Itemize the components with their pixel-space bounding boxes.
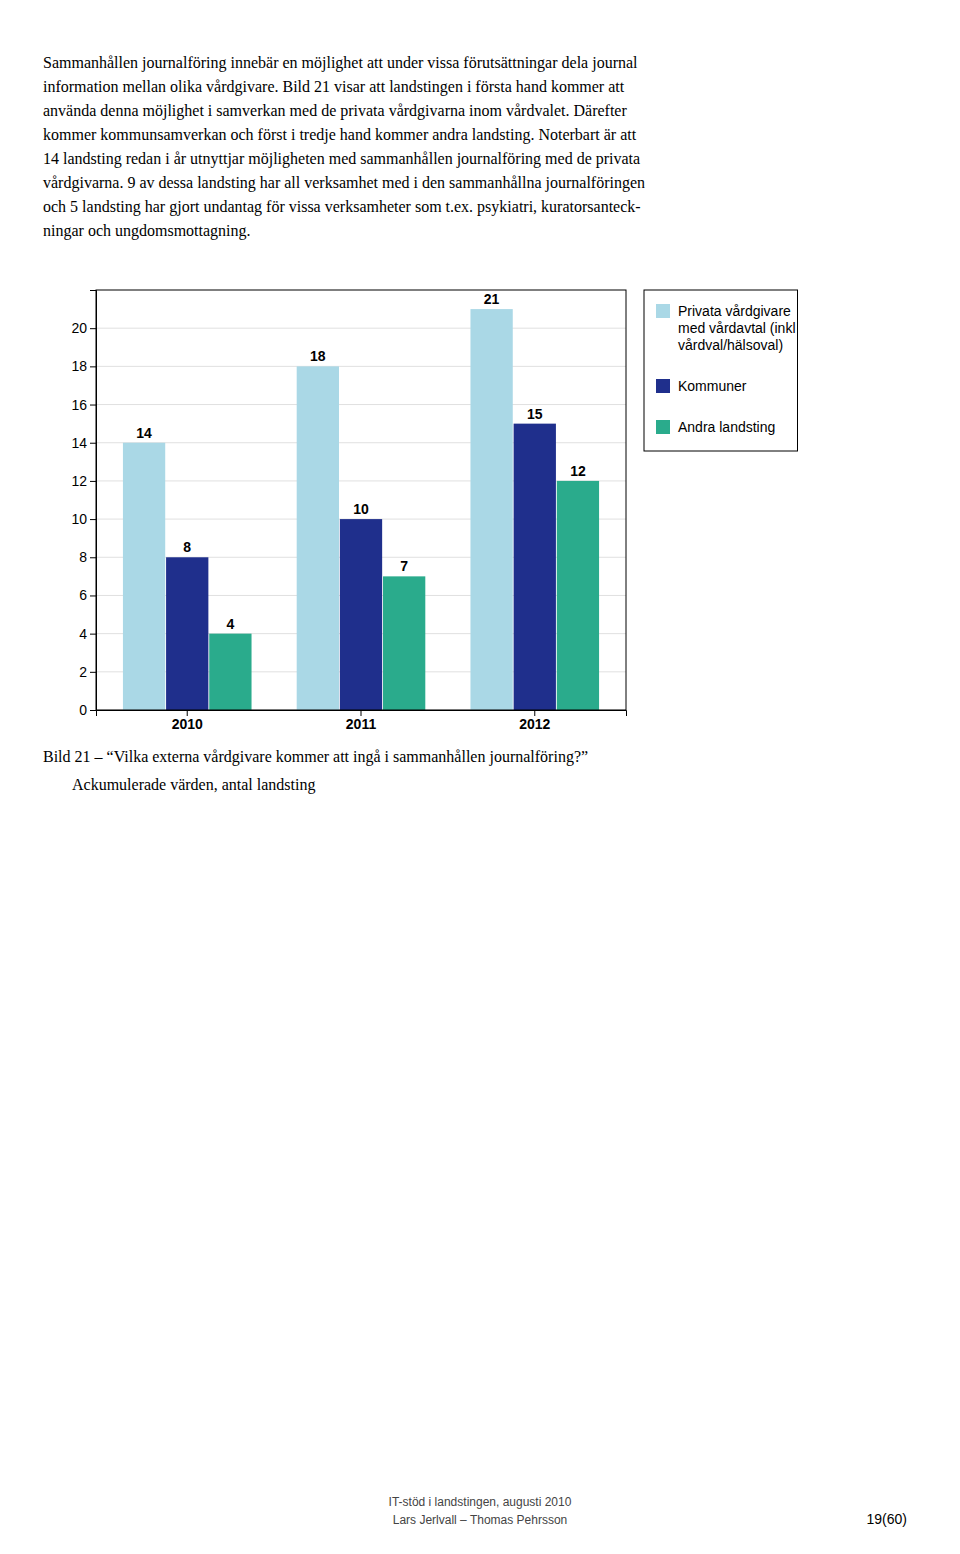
y-tick-label: 16	[71, 397, 87, 413]
title: Bild 21 – “Vilka externa vårdgivare komm…	[43, 748, 588, 766]
y-tick-mark	[90, 557, 96, 558]
plot-frame	[96, 290, 626, 710]
y-tick: 14	[71, 435, 96, 451]
y-tick-mark	[90, 443, 96, 444]
footer-line: Lars Jerlvall – Thomas Pehrsson	[393, 1513, 568, 1527]
y-tick: 8	[79, 549, 96, 565]
y-tick-label: 2	[79, 664, 87, 680]
chart: 14 18 21 8 10 15 4 7 12 0 2 4 6 8 10 12 14 16 18 20 2010 2011…	[71, 290, 797, 732]
y-tick-mark	[90, 672, 96, 673]
paragraph-line: och 5 landsting har gjort undantag för v…	[43, 198, 641, 216]
bar	[123, 443, 165, 710]
y-tick: 0	[79, 702, 96, 718]
x-tick-label: 2012	[519, 716, 550, 732]
y-tick-label: 0	[79, 702, 87, 718]
y-tick-mark	[90, 710, 96, 711]
legend-label: Kommuner	[678, 378, 747, 394]
data-label: 14	[136, 425, 152, 441]
x-tick: 2011	[346, 710, 377, 732]
x-tick: 2010	[172, 710, 203, 732]
legend-item: Kommuner	[656, 378, 747, 394]
y-tick-mark	[90, 634, 96, 635]
y-tick: 12	[71, 473, 96, 489]
y-tick-label: 6	[79, 587, 87, 603]
legend: Privata vårdgivaremed vårdavtal (inklvår…	[644, 290, 798, 451]
paragraph-line: information mellan olika vårdgivare. Bil…	[43, 78, 625, 96]
y-tick: 2	[79, 664, 96, 680]
data-label: 4	[226, 616, 234, 632]
legend-label-line: Privata vårdgivare	[678, 303, 791, 319]
data-label: 15	[527, 406, 543, 422]
y-tick-label: 10	[71, 511, 87, 527]
page: Sammanhållen journalföring innebär en mö…	[0, 0, 960, 1554]
legend-label-line: med vårdavtal (inkl	[678, 320, 796, 336]
y-tick-mark	[90, 328, 96, 329]
y-tick: 4	[79, 626, 96, 642]
paragraph-line: 14 landsting redan i år utnyttjar möjlig…	[43, 150, 640, 168]
legend-item: Andra landsting	[656, 419, 775, 435]
y-tick-label: 4	[79, 626, 87, 642]
y-tick: 20	[71, 320, 96, 336]
legend-swatch	[656, 379, 670, 393]
legend-frame	[644, 290, 798, 451]
data-label: 21	[484, 291, 500, 307]
bar	[470, 309, 512, 710]
y-tick-mark	[90, 366, 96, 367]
legend-item: Privata vårdgivaremed vårdavtal (inklvår…	[656, 303, 796, 353]
subtitle: Ackumulerade värden, antal landsting	[72, 776, 315, 794]
grid-line	[96, 328, 626, 329]
grid-line	[96, 404, 626, 405]
y-axis-line	[90, 291, 97, 711]
paragraph-line: Sammanhållen journalföring innebär en mö…	[43, 54, 638, 72]
legend-label-line: vårdval/hälsoval)	[678, 337, 783, 353]
bars	[123, 309, 599, 710]
y-tick: 18	[71, 358, 96, 374]
bar	[383, 576, 425, 710]
data-label: 18	[310, 348, 326, 364]
bar	[514, 424, 556, 710]
paragraph-line: vårdgivarna. 9 av dessa landsting har al…	[43, 174, 645, 192]
y-tick-label: 12	[71, 473, 87, 489]
data-labels: 14 18 21 8 10 15 4 7 12	[136, 291, 586, 632]
data-label: 10	[353, 501, 369, 517]
y-tick-mark	[90, 595, 96, 596]
x-tick-label: 2011	[346, 716, 377, 732]
bar	[340, 519, 382, 710]
legend-label: Privata vårdgivaremed vårdavtal (inklvår…	[678, 303, 796, 353]
y-tick-label: 18	[71, 358, 87, 374]
y-tick-label: 8	[79, 549, 87, 565]
y-tick: 10	[71, 511, 96, 527]
x-axis: 2010 2011 2012	[97, 710, 627, 732]
data-label: 12	[570, 463, 586, 479]
bar	[209, 634, 251, 710]
y-tick-label: 20	[71, 320, 87, 336]
legend-label-line: Kommuner	[678, 378, 747, 394]
legend-swatch	[656, 304, 670, 318]
bar	[166, 557, 208, 710]
y-tick-mark	[90, 405, 96, 406]
x-tick-label: 2010	[172, 716, 203, 732]
y-tick: 16	[71, 397, 96, 413]
y-tick-label: 14	[71, 435, 87, 451]
legend-label: Andra landsting	[678, 419, 775, 435]
bar	[297, 366, 339, 710]
legend-swatch	[656, 420, 670, 434]
page-number: 19(60)	[867, 1511, 907, 1527]
paragraph: Sammanhållen journalföring innebär en mö…	[43, 54, 645, 240]
footer-line: IT-stöd i landstingen, augusti 2010	[389, 1495, 572, 1509]
paragraph-line: använda denna möjlighet i samverkan med …	[43, 102, 627, 120]
paragraph-line: kommer kommunsamverkan och först i tredj…	[43, 126, 637, 144]
data-label: 8	[183, 539, 191, 555]
grid	[96, 328, 626, 710]
legend-label-line: Andra landsting	[678, 419, 775, 435]
y-axis: 0 2 4 6 8 10 12 14 16 18 20	[71, 291, 96, 718]
paragraph-line: ningar och ungdomsmottagning.	[43, 222, 251, 240]
y-tick: 6	[79, 587, 96, 603]
data-label: 7	[400, 558, 408, 574]
y-tick-mark	[90, 481, 96, 482]
bar	[557, 481, 599, 710]
y-tick-mark	[90, 519, 96, 520]
grid-line	[96, 366, 626, 367]
x-tick: 2012	[519, 710, 550, 732]
